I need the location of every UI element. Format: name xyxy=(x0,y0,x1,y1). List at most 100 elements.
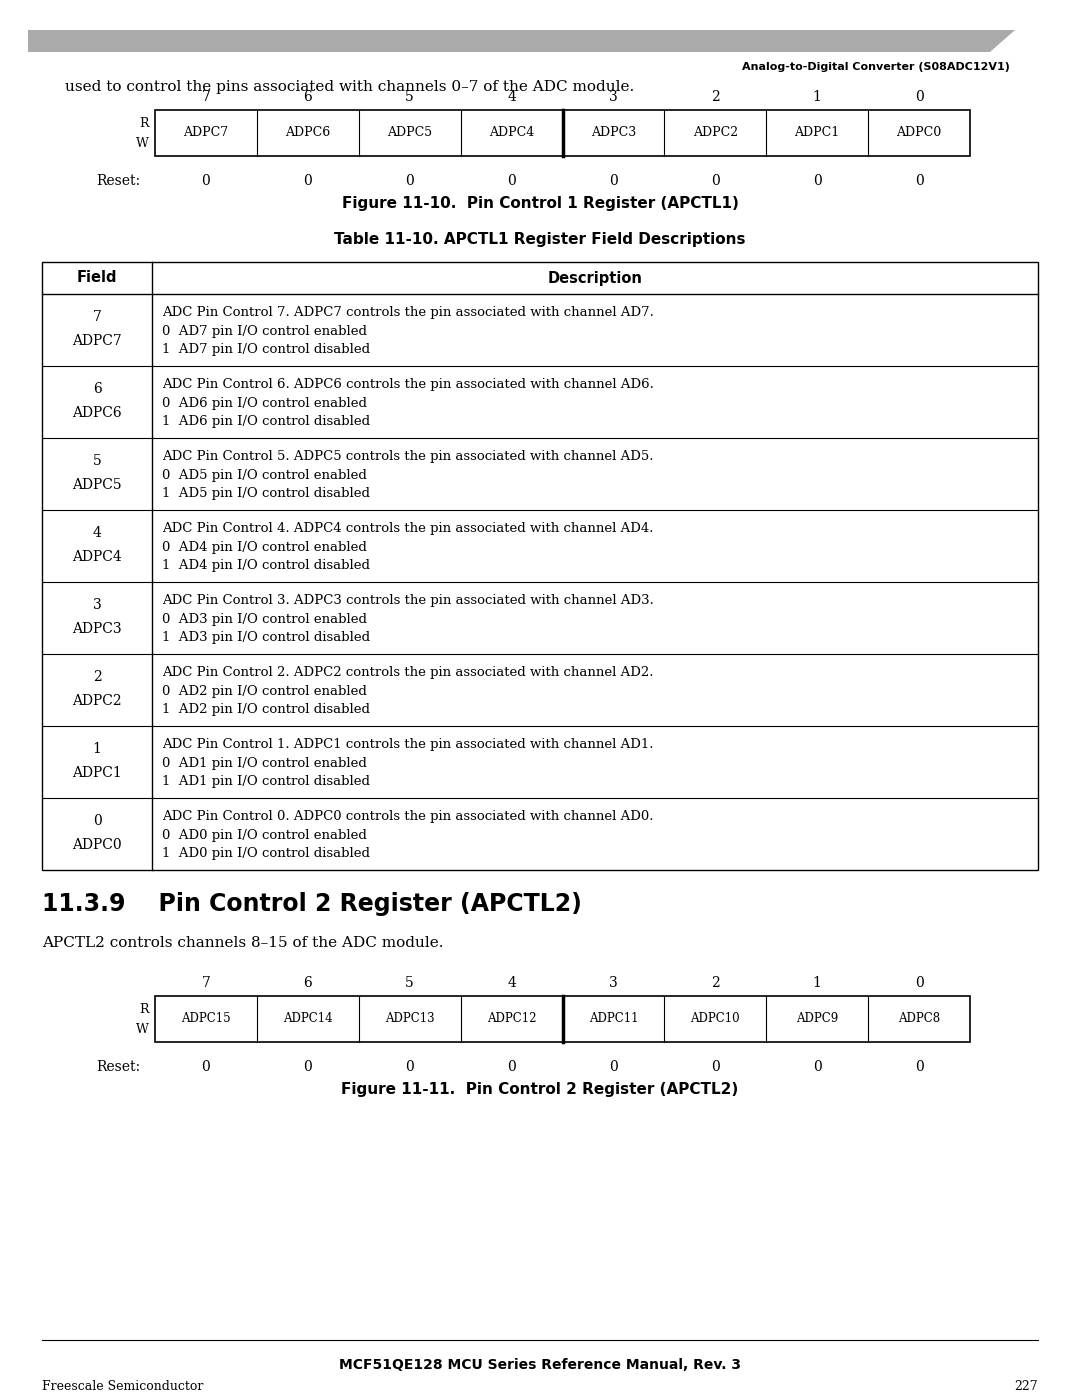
Text: ADPC5: ADPC5 xyxy=(72,478,122,492)
Text: ADPC2: ADPC2 xyxy=(72,694,122,708)
Text: 5: 5 xyxy=(405,977,414,990)
Text: 7: 7 xyxy=(93,310,102,324)
Text: Description: Description xyxy=(548,271,643,285)
Text: 5: 5 xyxy=(405,89,414,103)
Text: ADC Pin Control 7. ADPC7 controls the pin associated with channel AD7.: ADC Pin Control 7. ADPC7 controls the pi… xyxy=(162,306,653,319)
Text: 2: 2 xyxy=(711,977,719,990)
Text: 1: 1 xyxy=(813,977,822,990)
Text: Figure 11-10.  Pin Control 1 Register (APCTL1): Figure 11-10. Pin Control 1 Register (AP… xyxy=(341,196,739,211)
Text: 0: 0 xyxy=(915,175,923,189)
Text: ADPC7: ADPC7 xyxy=(184,127,229,140)
Text: 1  AD5 pin I/O control disabled: 1 AD5 pin I/O control disabled xyxy=(162,488,370,500)
Text: Freescale Semiconductor: Freescale Semiconductor xyxy=(42,1380,203,1393)
Text: 0  AD5 pin I/O control enabled: 0 AD5 pin I/O control enabled xyxy=(162,468,367,482)
Text: ADPC14: ADPC14 xyxy=(283,1013,333,1025)
Text: 0: 0 xyxy=(508,175,516,189)
Text: 0: 0 xyxy=(508,1060,516,1074)
Text: 1  AD0 pin I/O control disabled: 1 AD0 pin I/O control disabled xyxy=(162,847,370,861)
Text: 0: 0 xyxy=(915,1060,923,1074)
Text: 11.3.9    Pin Control 2 Register (APCTL2): 11.3.9 Pin Control 2 Register (APCTL2) xyxy=(42,893,582,916)
Text: ADPC13: ADPC13 xyxy=(384,1013,434,1025)
Text: 0  AD1 pin I/O control enabled: 0 AD1 pin I/O control enabled xyxy=(162,757,367,770)
Polygon shape xyxy=(28,29,1015,52)
Bar xyxy=(156,110,970,156)
Text: ADPC15: ADPC15 xyxy=(181,1013,231,1025)
Text: 3: 3 xyxy=(93,598,102,612)
Text: ADC Pin Control 1. ADPC1 controls the pin associated with channel AD1.: ADC Pin Control 1. ADPC1 controls the pi… xyxy=(162,738,653,752)
Text: 0: 0 xyxy=(405,175,414,189)
Text: ADC Pin Control 3. ADPC3 controls the pin associated with channel AD3.: ADC Pin Control 3. ADPC3 controls the pi… xyxy=(162,594,653,608)
Text: 0  AD7 pin I/O control enabled: 0 AD7 pin I/O control enabled xyxy=(162,324,367,338)
Text: 6: 6 xyxy=(93,381,102,395)
Text: Reset:: Reset: xyxy=(96,175,140,189)
Text: 2: 2 xyxy=(711,89,719,103)
Text: Reset:: Reset: xyxy=(96,1060,140,1074)
Text: 0: 0 xyxy=(813,175,822,189)
Text: ADPC1: ADPC1 xyxy=(795,127,840,140)
Text: 0  AD3 pin I/O control enabled: 0 AD3 pin I/O control enabled xyxy=(162,612,367,626)
Text: 0: 0 xyxy=(711,175,719,189)
Text: 1: 1 xyxy=(813,89,822,103)
Text: Analog-to-Digital Converter (S08ADC12V1): Analog-to-Digital Converter (S08ADC12V1) xyxy=(742,61,1010,73)
Text: ADPC11: ADPC11 xyxy=(589,1013,638,1025)
Text: 1  AD3 pin I/O control disabled: 1 AD3 pin I/O control disabled xyxy=(162,631,370,644)
Text: R: R xyxy=(139,117,149,130)
Text: 0: 0 xyxy=(915,89,923,103)
Text: APCTL2 controls channels 8–15 of the ADC module.: APCTL2 controls channels 8–15 of the ADC… xyxy=(42,936,444,950)
Text: 0: 0 xyxy=(202,1060,211,1074)
Text: 0: 0 xyxy=(405,1060,414,1074)
Text: 3: 3 xyxy=(609,977,618,990)
Text: used to control the pins associated with channels 0–7 of the ADC module.: used to control the pins associated with… xyxy=(65,80,634,94)
Text: 2: 2 xyxy=(93,671,102,685)
Text: 0: 0 xyxy=(303,1060,312,1074)
Text: W: W xyxy=(136,137,149,149)
Text: ADPC9: ADPC9 xyxy=(796,1013,838,1025)
Text: ADPC1: ADPC1 xyxy=(72,766,122,780)
Text: ADPC6: ADPC6 xyxy=(72,405,122,420)
Text: ADPC8: ADPC8 xyxy=(897,1013,940,1025)
Text: 1  AD7 pin I/O control disabled: 1 AD7 pin I/O control disabled xyxy=(162,344,370,356)
Text: 0: 0 xyxy=(202,175,211,189)
Text: 6: 6 xyxy=(303,89,312,103)
Text: ADC Pin Control 0. ADPC0 controls the pin associated with channel AD0.: ADC Pin Control 0. ADPC0 controls the pi… xyxy=(162,810,653,823)
Text: 4: 4 xyxy=(508,89,516,103)
Text: 7: 7 xyxy=(202,89,211,103)
Text: 1  AD4 pin I/O control disabled: 1 AD4 pin I/O control disabled xyxy=(162,559,370,571)
Text: 4: 4 xyxy=(93,527,102,541)
Text: ADPC4: ADPC4 xyxy=(72,550,122,564)
Text: 0  AD0 pin I/O control enabled: 0 AD0 pin I/O control enabled xyxy=(162,828,367,841)
Text: 7: 7 xyxy=(202,977,211,990)
Text: W: W xyxy=(136,1023,149,1035)
Text: ADPC0: ADPC0 xyxy=(896,127,942,140)
Text: 3: 3 xyxy=(609,89,618,103)
Text: 1  AD1 pin I/O control disabled: 1 AD1 pin I/O control disabled xyxy=(162,775,370,788)
Text: ADC Pin Control 5. ADPC5 controls the pin associated with channel AD5.: ADC Pin Control 5. ADPC5 controls the pi… xyxy=(162,450,653,462)
Text: 0: 0 xyxy=(303,175,312,189)
Bar xyxy=(42,263,1038,870)
Text: 227: 227 xyxy=(1014,1380,1038,1393)
Text: Field: Field xyxy=(77,271,118,285)
Text: Table 11-10. APCTL1 Register Field Descriptions: Table 11-10. APCTL1 Register Field Descr… xyxy=(334,232,746,247)
Text: ADC Pin Control 6. ADPC6 controls the pin associated with channel AD6.: ADC Pin Control 6. ADPC6 controls the pi… xyxy=(162,379,653,391)
Text: 5: 5 xyxy=(93,454,102,468)
Text: 1  AD6 pin I/O control disabled: 1 AD6 pin I/O control disabled xyxy=(162,415,370,427)
Text: ADPC5: ADPC5 xyxy=(387,127,432,140)
Text: 0  AD2 pin I/O control enabled: 0 AD2 pin I/O control enabled xyxy=(162,685,367,697)
Text: ADPC10: ADPC10 xyxy=(690,1013,740,1025)
Text: 0: 0 xyxy=(609,175,618,189)
Text: ADPC2: ADPC2 xyxy=(692,127,738,140)
Text: 0: 0 xyxy=(93,814,102,828)
Text: R: R xyxy=(139,1003,149,1016)
Text: ADC Pin Control 2. ADPC2 controls the pin associated with channel AD2.: ADC Pin Control 2. ADPC2 controls the pi… xyxy=(162,666,653,679)
Text: MCF51QE128 MCU Series Reference Manual, Rev. 3: MCF51QE128 MCU Series Reference Manual, … xyxy=(339,1358,741,1372)
Text: 1  AD2 pin I/O control disabled: 1 AD2 pin I/O control disabled xyxy=(162,703,370,717)
Text: Figure 11-11.  Pin Control 2 Register (APCTL2): Figure 11-11. Pin Control 2 Register (AP… xyxy=(341,1083,739,1097)
Text: 0: 0 xyxy=(609,1060,618,1074)
Text: ADC Pin Control 4. ADPC4 controls the pin associated with channel AD4.: ADC Pin Control 4. ADPC4 controls the pi… xyxy=(162,522,653,535)
Text: ADPC3: ADPC3 xyxy=(72,622,122,636)
Text: 1: 1 xyxy=(93,742,102,756)
Text: 0: 0 xyxy=(711,1060,719,1074)
Text: ADPC4: ADPC4 xyxy=(489,127,535,140)
Text: 4: 4 xyxy=(508,977,516,990)
Text: ADPC6: ADPC6 xyxy=(285,127,330,140)
